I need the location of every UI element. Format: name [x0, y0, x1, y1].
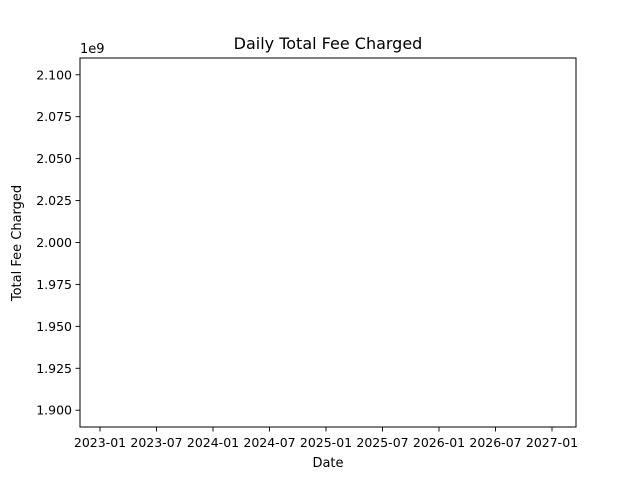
- x-tick-label: 2025-07: [356, 435, 408, 450]
- x-tick-label: 2023-01: [74, 435, 126, 450]
- y-tick-label: 2.075: [36, 109, 72, 124]
- y-tick-label: 2.050: [36, 151, 72, 166]
- x-tick-label: 2027-01: [526, 435, 578, 450]
- y-tick-label: 2.100: [36, 67, 72, 82]
- x-tick-label: 2025-01: [300, 435, 352, 450]
- x-tick-label: 2024-07: [243, 435, 295, 450]
- y-tick-label: 2.025: [36, 193, 72, 208]
- y-tick-label: 2.000: [36, 235, 72, 250]
- chart-title: Daily Total Fee Charged: [234, 34, 423, 53]
- x-tick-label: 2026-01: [413, 435, 465, 450]
- y-tick-label: 1.900: [36, 403, 72, 418]
- x-axis-label: Date: [312, 456, 343, 471]
- y-tick-label: 1.975: [36, 277, 72, 292]
- y-tick-label: 1.950: [36, 319, 72, 334]
- x-tick-label: 2023-07: [130, 435, 182, 450]
- x-tick-label: 2024-01: [187, 435, 239, 450]
- y-tick-label: 1.925: [36, 361, 72, 376]
- y-axis-label: Total Fee Charged: [10, 185, 25, 302]
- y-offset-label: 1e9: [80, 42, 105, 57]
- x-tick-label: 2026-07: [469, 435, 521, 450]
- x-axis: 2023-01 2023-07 2024-01 2024-07 2025-01 2025-…: [74, 427, 578, 450]
- plot-area: [79, 57, 577, 428]
- y-axis: 1.900 1.925 1.950 1.975 2.000 2.025 2.050 2.075…: [36, 67, 80, 418]
